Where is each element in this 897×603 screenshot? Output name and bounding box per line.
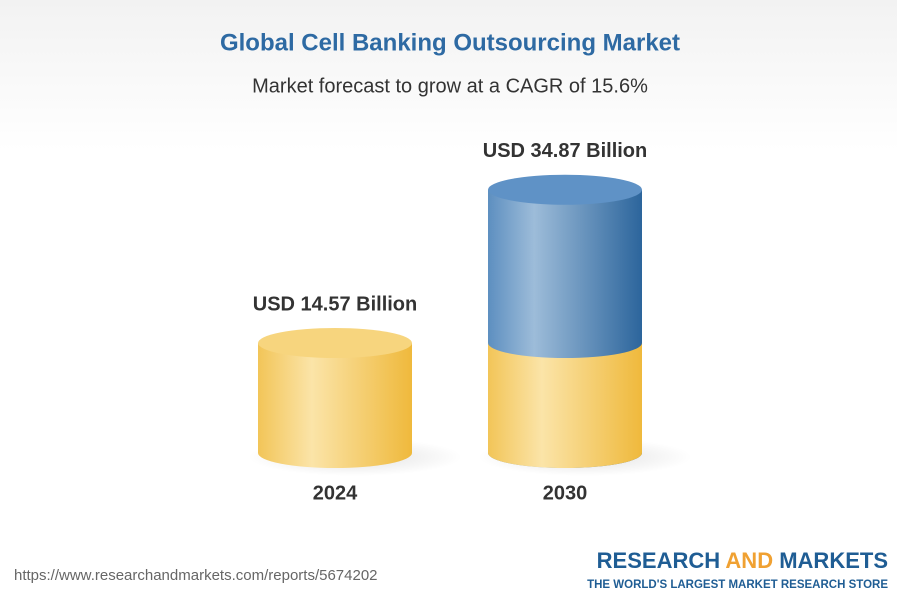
brand: RESEARCH AND MARKETS <box>597 548 888 573</box>
brand-word: AND <box>725 548 773 573</box>
x-tick-label: 2024 <box>313 482 358 504</box>
cylinder-body <box>258 342 412 468</box>
chart-title: Global Cell Banking Outsourcing Market <box>220 29 680 56</box>
cylinder-top <box>488 174 642 205</box>
brand-word: MARKETS <box>779 548 888 573</box>
brand-word: RESEARCH <box>597 548 720 573</box>
value-label: USD 14.57 Billion <box>253 293 418 315</box>
brand-tagline: THE WORLD'S LARGEST MARKET RESEARCH STOR… <box>587 579 888 591</box>
chart-subtitle: Market forecast to grow at a CAGR of 15.… <box>252 75 648 97</box>
source-url: https://www.researchandmarkets.com/repor… <box>14 567 378 584</box>
cylinder-top <box>258 327 412 358</box>
cylinder-base-part <box>488 342 642 468</box>
value-label: USD 34.87 Billion <box>483 140 648 162</box>
x-tick-label: 2030 <box>543 482 588 504</box>
